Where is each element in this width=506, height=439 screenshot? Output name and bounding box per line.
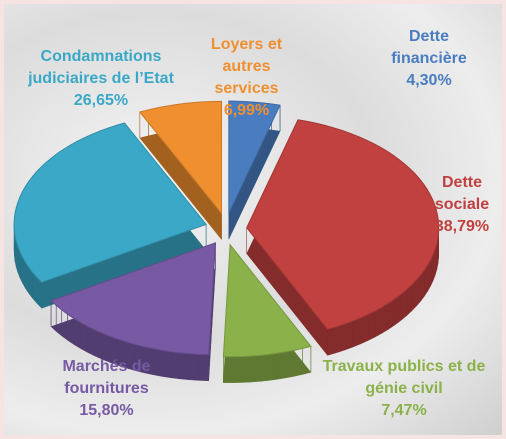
category-name: Travaux publics et de génie civil — [322, 358, 486, 397]
slice — [13, 122, 207, 283]
value-label: 7,47% — [381, 402, 427, 419]
slice — [246, 119, 440, 330]
category-name: Loyers et autres services — [210, 36, 283, 97]
slice-label: Loyers et autres services 6,99% — [199, 34, 294, 122]
value-label: 6,99% — [223, 102, 270, 119]
category-name: Dette financière — [391, 28, 467, 67]
category-name: Dette sociale — [434, 174, 490, 213]
slice — [228, 100, 281, 214]
category-name: Condamnations judiciaires de l’Etat — [28, 48, 174, 87]
value-label: 15,80% — [79, 402, 134, 419]
value-label: 4,30% — [406, 72, 452, 89]
slice-label: Travaux publics et de génie civil 7,47% — [309, 356, 499, 422]
slice — [50, 242, 217, 356]
slice-label: Dette financière 4,30% — [374, 26, 484, 92]
value-label: 26,65% — [73, 92, 129, 109]
slice-label: Condamnations judiciaires de l’Etat 26,65… — [26, 46, 176, 112]
pie-canvas — [13, 100, 440, 383]
value-label: 38,79% — [434, 218, 490, 235]
category-name: Marchés de fournitures — [62, 358, 151, 397]
slice-label: Dette sociale 38,79% — [422, 172, 502, 238]
slice — [138, 100, 222, 215]
slice — [222, 243, 312, 358]
slice-label: Marchés de fournitures 15,80% — [44, 356, 169, 422]
